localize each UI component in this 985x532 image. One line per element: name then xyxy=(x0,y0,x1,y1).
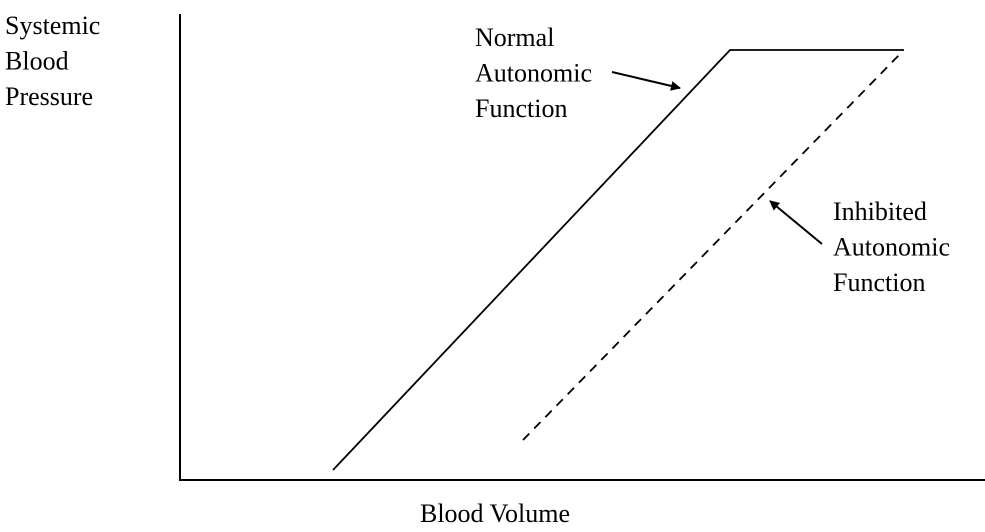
curve-label: Normal xyxy=(475,23,554,52)
y-axis-label: Pressure xyxy=(5,82,93,111)
curve-label: Inhibited xyxy=(833,197,927,226)
curve-label: Autonomic xyxy=(833,233,950,262)
normal-arrow xyxy=(611,71,681,91)
x-axis-label: Blood Volume xyxy=(420,499,570,528)
inhibited-arrow xyxy=(769,200,823,245)
inhibited-curve xyxy=(522,51,903,441)
y-axis-label: Blood xyxy=(5,47,69,76)
curve-label: Function xyxy=(833,268,925,297)
y-axis-label: Systemic xyxy=(5,11,100,40)
curve-label: Function xyxy=(475,94,567,123)
curve-label: Autonomic xyxy=(475,59,592,88)
normal-curve xyxy=(332,49,904,471)
